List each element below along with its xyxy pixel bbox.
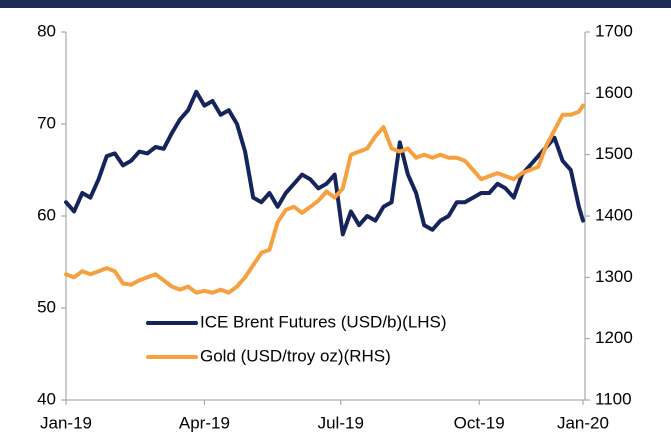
- y2-tick-label: 1400: [595, 205, 633, 224]
- x-tick-label: Jan-19: [40, 413, 92, 432]
- header-bar: [0, 0, 671, 8]
- y-tick-label: 50: [37, 297, 56, 316]
- x-tick-label: Jul-19: [318, 413, 364, 432]
- y-tick-label: 40: [37, 389, 56, 408]
- y2-tick-label: 1300: [595, 267, 633, 286]
- series-line: [64, 89, 585, 237]
- y2-tick-label: 1600: [595, 83, 633, 102]
- y2-tick-label: 1700: [595, 21, 633, 40]
- y-tick-label: 80: [37, 21, 56, 40]
- x-tick-label: Apr-19: [179, 413, 230, 432]
- y-tick-label: 70: [37, 113, 56, 132]
- legend-label: ICE Brent Futures (USD/b)(LHS): [200, 312, 447, 331]
- legend-label: Gold (USD/troy oz)(RHS): [200, 346, 391, 365]
- x-tick-label: Oct-19: [454, 413, 505, 432]
- x-tick-label: Jan-20: [557, 413, 609, 432]
- y-tick-label: 60: [37, 205, 56, 224]
- y2-tick-label: 1500: [595, 144, 633, 163]
- y2-tick-label: 1200: [595, 328, 633, 347]
- series-line: [64, 103, 585, 295]
- y2-tick-label: 1100: [595, 389, 632, 408]
